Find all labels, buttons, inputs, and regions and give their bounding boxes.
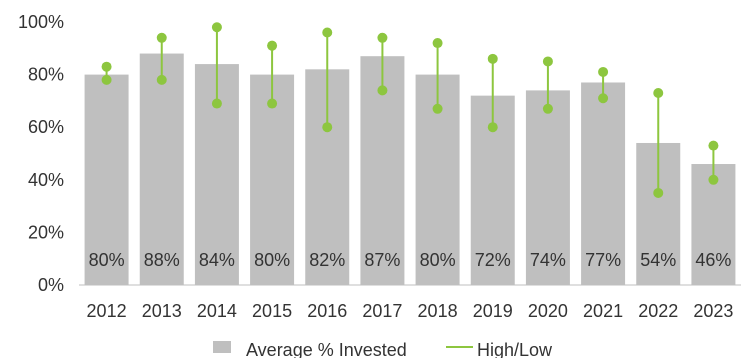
low-point <box>156 74 167 85</box>
data-label: 80% <box>254 250 290 270</box>
low-point <box>708 174 719 185</box>
bars <box>84 53 736 286</box>
x-tick-labels: 2012 2013 2014 2015 2016 2017 2018 2019 2020 2021… <box>87 301 734 321</box>
data-label: 74% <box>530 250 566 270</box>
data-label: 84% <box>199 250 235 270</box>
x-tick-label: 2015 <box>252 301 292 321</box>
bar <box>581 82 626 286</box>
bar <box>139 53 184 286</box>
high-point <box>432 38 443 49</box>
value-labels: 80% 88% 84% 80% 82% 87% 80% 72% 74% 77% 54% 46% <box>89 250 732 270</box>
bar <box>525 90 570 285</box>
bar <box>84 74 129 285</box>
high-point <box>377 32 388 43</box>
legend-swatch-average-invested <box>213 341 231 353</box>
x-tick-label: 2020 <box>528 301 568 321</box>
x-tick-label: 2022 <box>638 301 678 321</box>
y-tick-label: 60% <box>28 117 64 137</box>
bar <box>250 74 295 285</box>
high-point <box>101 61 112 72</box>
high-point <box>267 40 278 51</box>
high-point <box>156 32 167 43</box>
low-point <box>267 98 278 109</box>
x-tick-label: 2014 <box>197 301 237 321</box>
high-low-series <box>101 22 719 198</box>
x-tick-label: 2013 <box>142 301 182 321</box>
data-label: 87% <box>364 250 400 270</box>
high-point <box>542 56 553 67</box>
data-label: 72% <box>475 250 511 270</box>
legend-label-average-invested: Average % Invested <box>246 340 407 358</box>
high-point <box>487 53 498 64</box>
low-point <box>542 103 553 114</box>
y-tick-label: 0% <box>38 275 64 295</box>
x-tick-label: 2018 <box>418 301 458 321</box>
high-point <box>322 27 333 38</box>
high-point <box>598 66 609 77</box>
legend: Average % Invested High/Low <box>213 340 553 358</box>
data-label: 80% <box>89 250 125 270</box>
data-label: 80% <box>420 250 456 270</box>
low-point <box>322 122 333 133</box>
data-label: 82% <box>309 250 345 270</box>
legend-label-high-low: High/Low <box>477 340 553 358</box>
y-tick-label: 80% <box>28 65 64 85</box>
low-point <box>377 85 388 96</box>
y-axis-labels: 0% 20% 40% 60% 80% 100% <box>18 12 64 295</box>
x-tick-label: 2017 <box>362 301 402 321</box>
data-label: 46% <box>695 250 731 270</box>
low-point <box>101 74 112 85</box>
low-point <box>487 122 498 133</box>
y-tick-label: 20% <box>28 222 64 242</box>
y-tick-label: 100% <box>18 12 64 32</box>
data-label: 54% <box>640 250 676 270</box>
x-tick-label: 2021 <box>583 301 623 321</box>
low-point <box>211 98 222 109</box>
low-point <box>653 187 664 198</box>
x-tick-label: 2016 <box>307 301 347 321</box>
data-label: 88% <box>144 250 180 270</box>
low-point <box>432 103 443 114</box>
x-tick-label: 2019 <box>473 301 513 321</box>
data-label: 77% <box>585 250 621 270</box>
high-point <box>653 88 664 99</box>
low-point <box>598 93 609 104</box>
high-point <box>708 140 719 151</box>
x-tick-label: 2023 <box>693 301 733 321</box>
high-point <box>211 22 222 33</box>
x-tick-label: 2012 <box>87 301 127 321</box>
y-tick-label: 40% <box>28 170 64 190</box>
